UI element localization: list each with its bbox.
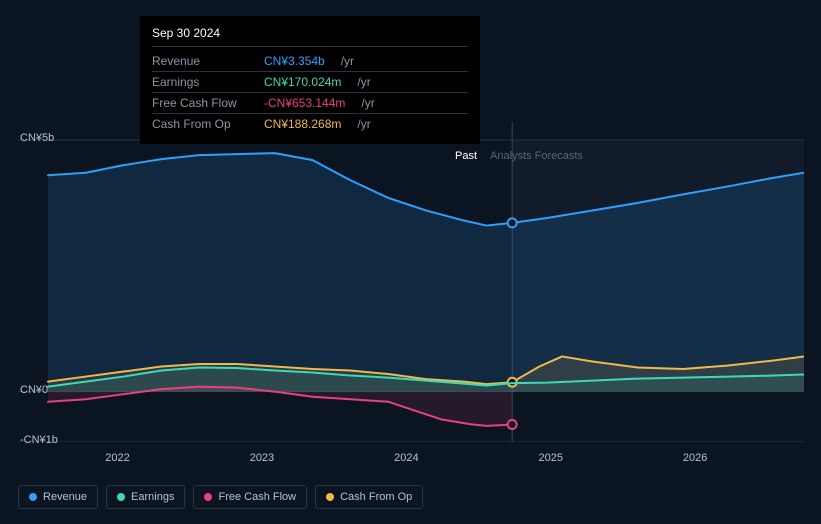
y-axis-label: CN¥5b: [20, 132, 54, 144]
tooltip-row: Revenue CN¥3.354b/yr: [152, 51, 468, 72]
tooltip-value: CN¥188.268m: [264, 117, 341, 131]
legend-dot: [204, 493, 212, 501]
legend: Revenue Earnings Free Cash Flow Cash From O…: [18, 485, 423, 509]
financials-chart[interactable]: [18, 122, 804, 462]
legend-item[interactable]: Free Cash Flow: [193, 485, 307, 509]
x-axis-label: 2024: [394, 452, 418, 464]
x-axis: 2022 2023 2024 2025 2026: [18, 452, 804, 472]
legend-dot: [326, 493, 334, 501]
section-label-forecast: Analysts Forecasts: [490, 150, 583, 162]
legend-item[interactable]: Earnings: [106, 485, 185, 509]
tooltip-label: Earnings: [152, 75, 252, 89]
legend-label: Revenue: [43, 491, 87, 503]
tooltip-value: CN¥3.354b: [264, 54, 325, 68]
legend-label: Free Cash Flow: [218, 491, 296, 503]
tooltip-label: Free Cash Flow: [152, 96, 252, 110]
x-axis-label: 2025: [538, 452, 562, 464]
tooltip-suffix: /yr: [357, 117, 370, 131]
y-axis-label: CN¥0: [20, 384, 48, 396]
tooltip-label: Revenue: [152, 54, 252, 68]
tooltip-suffix: /yr: [357, 75, 370, 89]
tooltip-date: Sep 30 2024: [152, 26, 468, 47]
legend-dot: [117, 493, 125, 501]
y-axis-label: -CN¥1b: [20, 434, 58, 446]
tooltip-suffix: /yr: [341, 54, 354, 68]
tooltip-row: Cash From Op CN¥188.268m/yr: [152, 114, 468, 134]
x-axis-label: 2026: [683, 452, 707, 464]
tooltip-suffix: /yr: [361, 96, 374, 110]
tooltip-row: Free Cash Flow -CN¥653.144m/yr: [152, 93, 468, 114]
legend-item[interactable]: Revenue: [18, 485, 98, 509]
legend-label: Cash From Op: [340, 491, 412, 503]
chart-tooltip: Sep 30 2024 Revenue CN¥3.354b/yr Earnings C…: [140, 16, 480, 144]
section-label-past: Past: [455, 150, 477, 162]
legend-dot: [29, 493, 37, 501]
x-axis-label: 2022: [105, 452, 129, 464]
legend-label: Earnings: [131, 491, 174, 503]
legend-item[interactable]: Cash From Op: [315, 485, 423, 509]
tooltip-value: CN¥170.024m: [264, 75, 341, 89]
tooltip-row: Earnings CN¥170.024m/yr: [152, 72, 468, 93]
tooltip-label: Cash From Op: [152, 117, 252, 131]
x-axis-label: 2023: [250, 452, 274, 464]
tooltip-value: -CN¥653.144m: [264, 96, 345, 110]
